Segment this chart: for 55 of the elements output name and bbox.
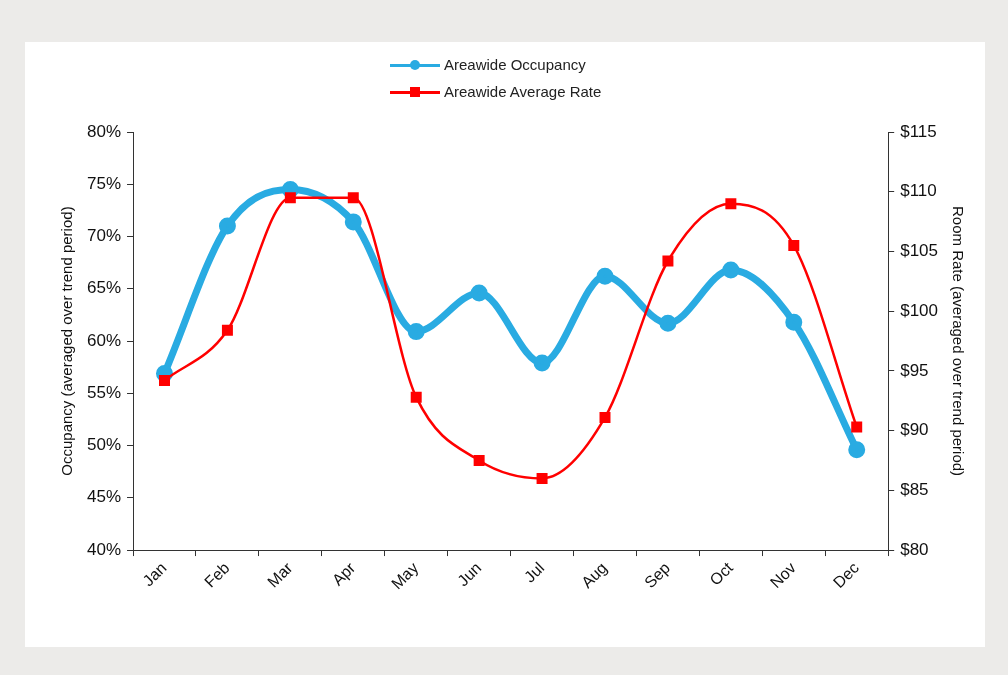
y2-tick-label: $115	[900, 121, 937, 141]
point	[410, 391, 422, 403]
point	[159, 374, 170, 386]
point	[473, 454, 485, 466]
y2-tick-label: $85	[900, 480, 929, 500]
x-tick-label: Dec	[829, 559, 862, 592]
y2-axis-title: Room Rate (averaged over trend period)	[949, 205, 967, 477]
x-tick-label: Apr	[328, 558, 359, 589]
x-tick-label: Oct	[706, 558, 737, 589]
point	[218, 217, 236, 235]
point	[344, 213, 362, 231]
y-tick-label: 50%	[86, 435, 122, 455]
x-tick-label: Jul	[520, 559, 548, 586]
x-tick-label: Aug	[578, 559, 611, 592]
point	[788, 239, 800, 251]
point	[470, 284, 488, 302]
legend-label: Areawide Average Rate	[444, 83, 602, 100]
point	[536, 472, 548, 484]
point	[722, 261, 740, 279]
y-tick-label: 70%	[86, 226, 122, 246]
y-axis-title: Occupancy (averaged over trend period)	[58, 206, 76, 476]
point	[407, 323, 425, 341]
y2-tick-label: $100	[900, 300, 939, 320]
x-tick-label: Jan	[139, 559, 170, 590]
x-tick-label: Feb	[201, 558, 233, 591]
point	[662, 255, 674, 267]
point	[599, 411, 611, 423]
legend-label: Areawide Occupancy	[444, 56, 586, 73]
point	[533, 354, 551, 372]
point	[596, 267, 614, 285]
point	[848, 441, 866, 459]
y2-tick-label: $80	[900, 539, 929, 559]
x-tick-label: May	[388, 559, 422, 593]
x-tick-label: Jun	[454, 559, 485, 590]
point	[347, 192, 359, 204]
point	[284, 192, 296, 204]
point	[659, 314, 677, 332]
y2-tick-label: $95	[900, 360, 929, 380]
y-tick-label: 65%	[86, 278, 122, 298]
y-tick-label: 80%	[86, 121, 122, 141]
y-tick-label: 40%	[86, 539, 122, 559]
x-tick-label: Sep	[641, 558, 674, 592]
point	[221, 324, 233, 336]
y2-tick-label: $110	[900, 181, 937, 201]
y-tick-label: 60%	[86, 330, 122, 350]
x-tick-label: Mar	[264, 558, 297, 591]
y-tick-label: 55%	[86, 382, 122, 402]
y-tick-label: 45%	[86, 487, 122, 507]
y2-tick-label: $105	[900, 241, 939, 261]
y-tick-label: 75%	[86, 173, 122, 193]
point	[785, 313, 803, 331]
x-tick-label: Nov	[766, 559, 800, 592]
y2-tick-label: $90	[900, 420, 929, 440]
point	[725, 198, 737, 210]
point	[851, 421, 863, 433]
